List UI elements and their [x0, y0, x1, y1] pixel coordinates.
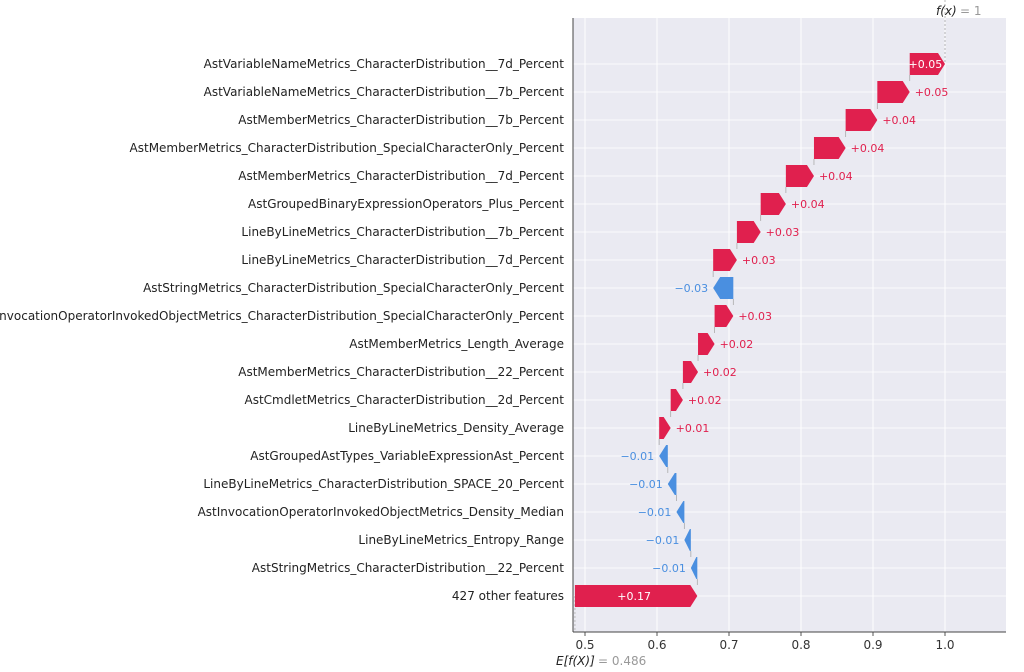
- positive-bar: [736, 221, 761, 243]
- feature-name: AstVariableNameMetrics_CharacterDistribu…: [204, 57, 565, 71]
- feature-name: LineByLineMetrics_CharacterDistribution_…: [203, 477, 564, 491]
- positive-bar: [785, 165, 814, 187]
- feature-name: AstMemberMetrics_CharacterDistribution__…: [238, 365, 564, 379]
- feature-name: AstCmdletMetrics_CharacterDistribution__…: [245, 393, 565, 407]
- bar-value-label: −0.01: [638, 506, 672, 519]
- positive-bar: [760, 193, 786, 215]
- bar-value-label: +0.01: [676, 422, 710, 435]
- bar-value-label: +0.03: [766, 226, 800, 239]
- bar-value-label: +0.02: [688, 394, 722, 407]
- negative-bar: [690, 557, 698, 579]
- positive-bar: [659, 417, 671, 439]
- feature-name: 427 other features: [452, 589, 564, 603]
- bar-value-label: +0.04: [882, 114, 916, 127]
- bar-value-label: −0.01: [620, 450, 654, 463]
- feature-name: LineByLineMetrics_CharacterDistribution_…: [241, 253, 564, 267]
- positive-bar: [813, 137, 846, 159]
- output-value: = 1: [960, 4, 982, 18]
- base-value-label: E[f(X)]: [556, 654, 595, 668]
- positive-bar: [714, 305, 734, 327]
- feature-name: AstInvocationOperatorInvokedObjectMetric…: [0, 309, 564, 323]
- bar-value-label: −0.01: [646, 534, 680, 547]
- bar-value-label: +0.03: [738, 310, 772, 323]
- bar-value-label: +0.03: [742, 254, 776, 267]
- base-annotation: E[f(X)] = 0.486: [556, 654, 646, 668]
- output-annotation: f(x) = 1: [936, 4, 982, 18]
- output-label: f(x): [936, 4, 957, 18]
- feature-name: LineByLineMetrics_Density_Average: [348, 421, 564, 435]
- bar-value-label: +0.04: [791, 198, 825, 211]
- feature-name: AstStringMetrics_CharacterDistribution_S…: [143, 281, 564, 295]
- feature-name: LineByLineMetrics_CharacterDistribution_…: [241, 225, 564, 239]
- x-tick-label: 1.0: [935, 638, 954, 652]
- x-tick-label: 0.5: [575, 638, 594, 652]
- feature-name: AstStringMetrics_CharacterDistribution__…: [252, 561, 565, 575]
- feature-name: AstMemberMetrics_CharacterDistribution_S…: [130, 141, 565, 155]
- positive-bar: [713, 249, 737, 271]
- feature-name: AstMemberMetrics_CharacterDistribution__…: [238, 113, 564, 127]
- bar-value-label: +0.05: [915, 86, 949, 99]
- bar-value-label: +0.02: [720, 338, 754, 351]
- positive-bar: [682, 361, 699, 383]
- negative-bar: [684, 529, 691, 551]
- positive-bar: [845, 109, 878, 131]
- base-value: = 0.486: [598, 654, 646, 668]
- positive-bar: [909, 53, 945, 75]
- feature-name: AstVariableNameMetrics_CharacterDistribu…: [204, 85, 565, 99]
- bar-value-label: −0.01: [652, 562, 686, 575]
- negative-bar: [713, 277, 734, 299]
- feature-name: LineByLineMetrics_Entropy_Range: [358, 533, 564, 547]
- bars: [574, 53, 945, 607]
- feature-name: AstMemberMetrics_CharacterDistribution__…: [238, 169, 564, 183]
- x-tick-label: 0.9: [863, 638, 882, 652]
- x-tick-label: 0.8: [791, 638, 810, 652]
- x-axis-ticks: 0.5 0.6 0.7 0.8 0.9 1.0: [572, 18, 1006, 652]
- feature-name: AstGroupedAstTypes_VariableExpressionAst…: [250, 449, 564, 463]
- bar-value-label: +0.17: [617, 590, 651, 603]
- bar-value-label: +0.05: [909, 58, 943, 71]
- bar-value-label: +0.04: [819, 170, 853, 183]
- x-tick-label: 0.6: [647, 638, 666, 652]
- negative-bar: [676, 501, 685, 523]
- x-tick-label: 0.7: [719, 638, 738, 652]
- feature-name: AstInvocationOperatorInvokedObjectMetric…: [198, 505, 564, 519]
- bar-value-label: −0.01: [629, 478, 663, 491]
- feature-name: AstGroupedBinaryExpressionOperators_Plus…: [248, 197, 564, 211]
- feature-labels: +0.05 AstVariableNameMetrics_CharacterDis…: [0, 57, 948, 603]
- positive-bar: [670, 389, 683, 411]
- negative-bar: [659, 445, 668, 467]
- negative-bar: [667, 473, 677, 495]
- bar-value-label: −0.03: [674, 282, 708, 295]
- positive-bar: [574, 585, 698, 607]
- bar-value-label: +0.04: [851, 142, 885, 155]
- bar-value-label: +0.02: [703, 366, 737, 379]
- positive-bar: [877, 81, 910, 103]
- positive-bar: [698, 333, 715, 355]
- feature-name: AstMemberMetrics_Length_Average: [349, 337, 564, 351]
